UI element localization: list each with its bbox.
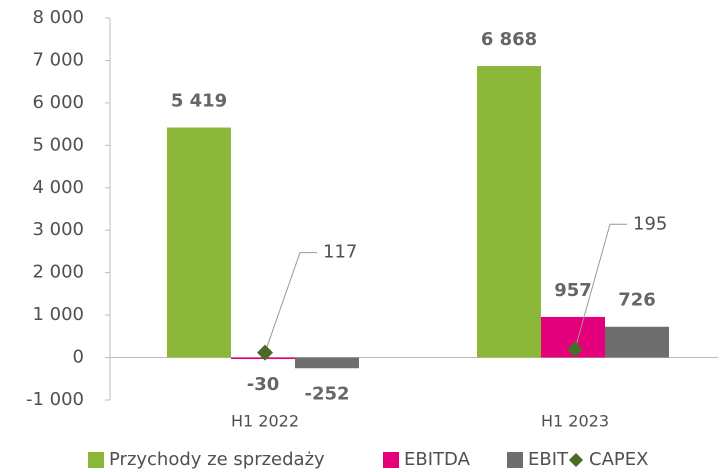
x-tick-label: H1 2022: [231, 412, 299, 431]
value-label: 117: [323, 242, 357, 263]
legend-swatch: [383, 452, 399, 468]
legend-swatch: [88, 452, 104, 468]
legend-swatch: [507, 452, 523, 468]
bar: [167, 127, 231, 358]
legend-label: Przychody ze sprzedaży: [109, 449, 325, 470]
value-label: 957: [554, 280, 592, 301]
x-tick-label: H1 2023: [541, 412, 609, 431]
legend-swatch: [569, 453, 583, 467]
y-tick-label: 6 000: [32, 92, 84, 113]
y-tick-label: 8 000: [32, 7, 84, 28]
leader-line: [264, 252, 317, 353]
y-tick-label: 0: [73, 347, 84, 368]
bar: [605, 326, 669, 358]
y-tick-label: 3 000: [32, 219, 84, 240]
value-label: 6 868: [481, 29, 537, 50]
value-label: 5 419: [171, 91, 227, 112]
legend-label: EBITDA: [404, 449, 471, 470]
legend-label: EBIT: [528, 449, 569, 470]
y-tick-label: 5 000: [32, 134, 84, 155]
bar: [295, 357, 359, 369]
y-tick-label: 4 000: [32, 177, 84, 198]
legend-label: CAPEX: [589, 449, 648, 470]
y-tick-label: 1 000: [32, 304, 84, 325]
value-label: 726: [618, 290, 656, 311]
y-tick-label: -1 000: [26, 389, 84, 410]
value-label: -30: [247, 374, 280, 395]
value-label: 195: [633, 213, 667, 234]
y-tick-label: 7 000: [32, 49, 84, 70]
marker: [567, 341, 583, 358]
value-label: -252: [304, 383, 349, 404]
y-tick-label: 2 000: [32, 262, 84, 283]
bar: [477, 66, 541, 358]
marker: [257, 344, 273, 361]
leader-line: [574, 223, 627, 350]
